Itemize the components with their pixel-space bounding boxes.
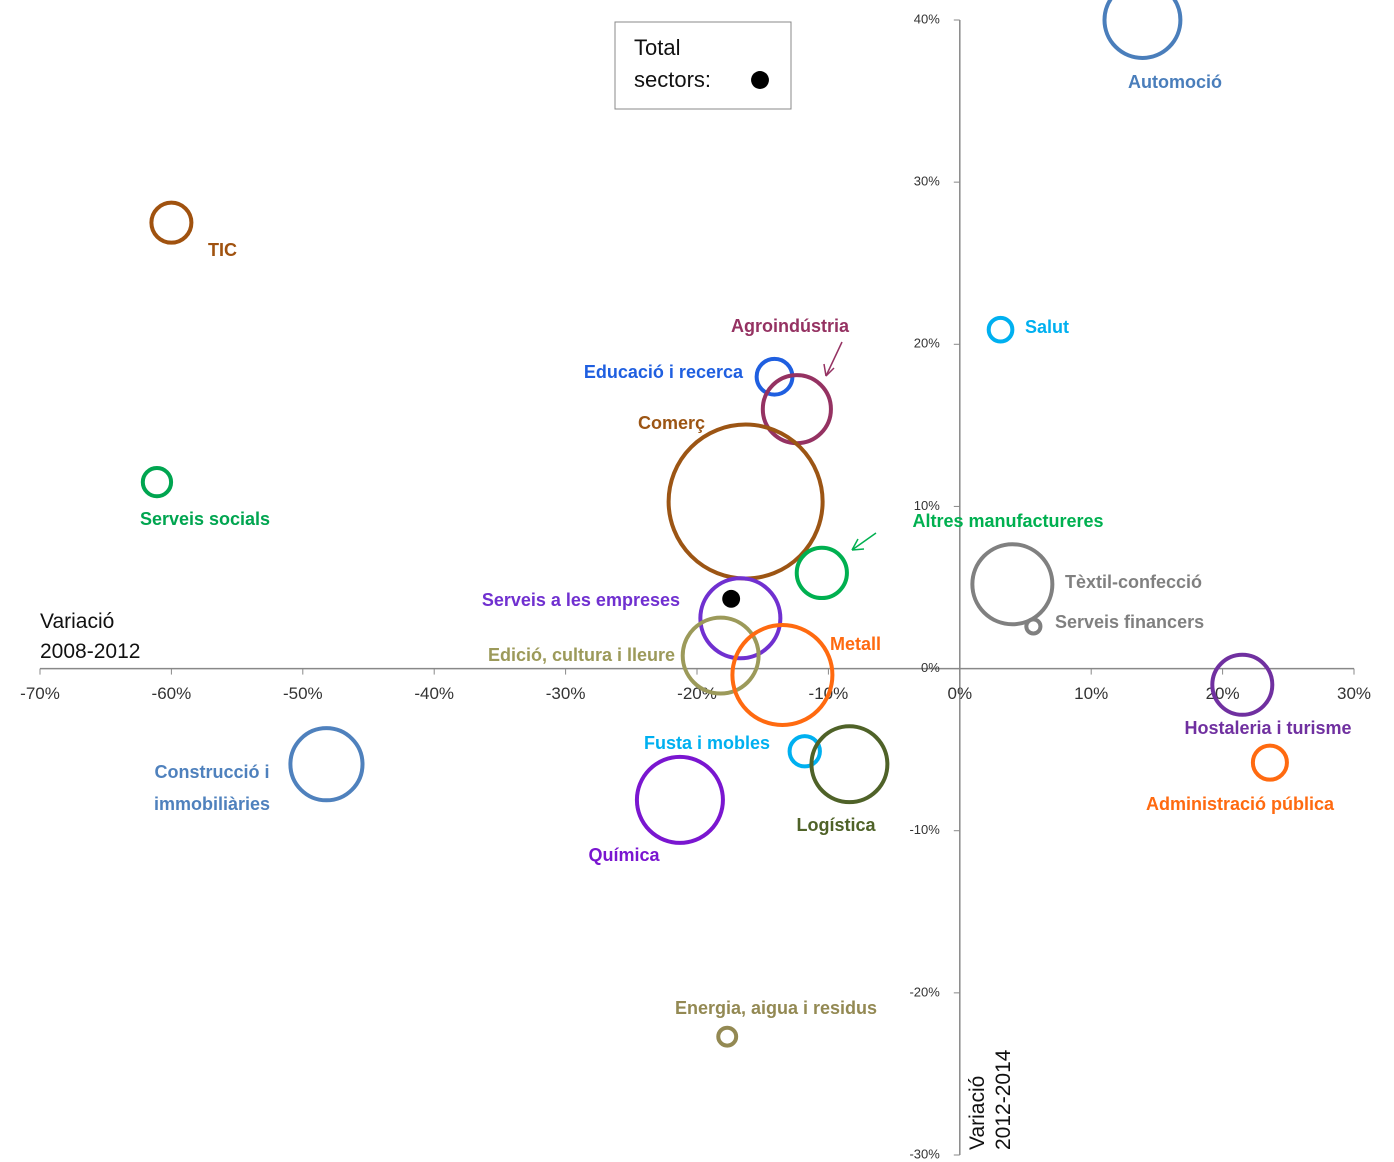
bubble-label: Química [588, 845, 660, 865]
x-axis-title: Variació [40, 610, 115, 633]
bubble [787, 734, 822, 769]
arrow-head [851, 538, 865, 551]
y-tick-label: -30% [909, 1146, 940, 1161]
y-tick-label: 0% [921, 660, 940, 675]
bubble-label: Metall [830, 634, 882, 654]
bubble-label: Edició, cultura i lleure [487, 645, 675, 665]
bubble-label: Tèxtil-confecció [1065, 572, 1203, 592]
bubble-label: Administració pública [1145, 794, 1335, 814]
arrow-head [823, 363, 835, 377]
bubble-label: Hostaleria i turisme [1184, 718, 1352, 738]
legend-box [614, 21, 792, 110]
bubble [716, 1025, 739, 1048]
bubble [809, 724, 890, 805]
bubble [666, 422, 825, 581]
bubble [140, 465, 174, 499]
legend-label: Total sectors: [634, 35, 712, 92]
bubble-label: Serveis a les empreses [481, 590, 680, 610]
bubble-label: Educació i recerca [583, 362, 743, 382]
legend-marker [751, 71, 769, 89]
bubble-label: Salut [1025, 317, 1070, 337]
bubble-label: Altres manufactureres [912, 511, 1104, 531]
arrow [825, 341, 843, 377]
bubble [1210, 652, 1275, 717]
arrow [851, 532, 877, 551]
bubble-label: Serveis socials [139, 509, 271, 529]
x-tick-label: 0% [948, 684, 973, 703]
x-tick-label: -20% [677, 684, 717, 703]
bubble [1024, 617, 1043, 636]
y-axis-title: 2012-2014 [992, 1049, 1015, 1150]
x-axis-title: 2008-2012 [40, 640, 141, 663]
bubble [986, 315, 1015, 344]
x-tick-label: 10% [1074, 684, 1108, 703]
y-tick-label: 20% [914, 336, 940, 351]
x-tick-label: -60% [152, 684, 192, 703]
y-tick-label: 10% [914, 498, 940, 513]
x-tick-label: 30% [1337, 684, 1371, 703]
bubble [970, 542, 1055, 627]
y-tick-label: -20% [909, 984, 940, 999]
bubble [730, 623, 835, 728]
y-tick-label: 40% [914, 11, 940, 26]
bubble-label: Serveis financers [1055, 612, 1205, 632]
bubble [288, 726, 365, 803]
bubble-label: Construcció i immobiliàries [153, 762, 271, 814]
bubble [722, 589, 741, 608]
bubble [698, 576, 783, 661]
bubble-label: Comerç [637, 413, 705, 433]
y-tick-label: -10% [909, 822, 940, 837]
x-tick-label: -30% [546, 684, 586, 703]
x-tick-label: -40% [414, 684, 454, 703]
y-tick-label: 30% [914, 174, 940, 189]
bubble [1250, 743, 1289, 782]
bubble [149, 200, 194, 245]
bubble [680, 615, 761, 696]
bubble-label: TIC [208, 240, 237, 260]
x-tick-label: -70% [20, 684, 60, 703]
x-tick-label: -50% [283, 684, 323, 703]
bubble [634, 754, 725, 845]
bubble [1102, 0, 1183, 60]
bubble-label: Energia, aigua i residus [674, 998, 878, 1018]
bubble-label: Fusta i mobles [643, 733, 771, 753]
bubble [760, 373, 833, 446]
bubble [794, 545, 849, 601]
bubble-label: Agroindústria [730, 316, 850, 336]
bubble-label: Logística [796, 815, 876, 835]
bubble-label: Automoció [1128, 72, 1222, 92]
